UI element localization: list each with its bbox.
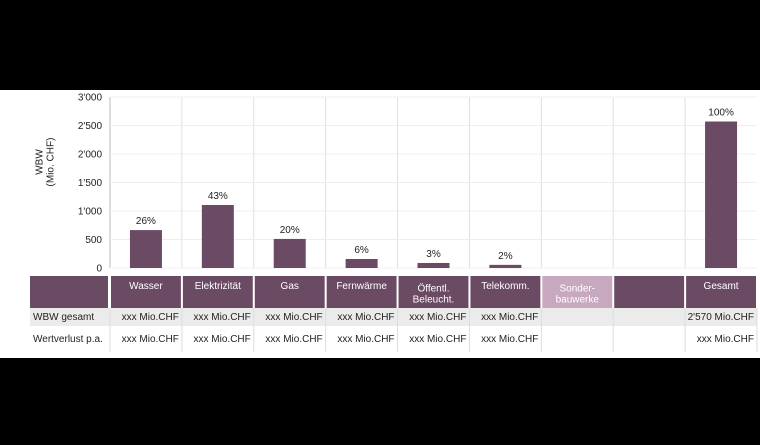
category-label: Gesamt: [704, 281, 739, 292]
y-tick-label: 1'500: [78, 178, 103, 189]
bar: [489, 264, 522, 268]
category-label: Gas: [281, 281, 299, 292]
table-cell: xxx Mio.CHF: [481, 334, 538, 345]
percent-label: 2%: [498, 251, 513, 262]
y-tick-label: 0: [96, 264, 102, 275]
bar: [705, 121, 738, 268]
table-cell: xxx Mio.CHF: [194, 334, 251, 345]
table-header-cell: [614, 276, 685, 308]
table-header-cell: [30, 276, 108, 308]
table-cell: xxx Mio.CHF: [697, 334, 754, 345]
table-header-cell: [182, 276, 253, 308]
category-label: Sonder-bauwerke: [556, 284, 600, 306]
percent-label: 6%: [354, 245, 369, 256]
table-cell: xxx Mio.CHF: [194, 312, 251, 323]
table-header-cell: [398, 276, 469, 308]
row-label: WBW gesamt: [33, 312, 94, 323]
y-tick-label: 2'500: [78, 121, 103, 132]
percent-label: 3%: [426, 249, 441, 260]
percent-label: 43%: [208, 191, 228, 202]
category-label: Telekomm.: [481, 281, 529, 292]
table-cell: xxx Mio.CHF: [481, 312, 538, 323]
table-cell: xxx Mio.CHF: [337, 312, 394, 323]
bar: [417, 262, 450, 268]
table-header-cell: [326, 276, 397, 308]
percent-label: 26%: [136, 216, 156, 227]
table-header-cell: [470, 276, 541, 308]
category-label: Fernwärme: [336, 281, 387, 292]
table-cell: 2'570 Mio.CHF: [688, 312, 754, 323]
bar: [201, 205, 234, 268]
table-cell: xxx Mio.CHF: [122, 334, 179, 345]
y-tick-label: 3'000: [78, 93, 103, 104]
table-cell: xxx Mio.CHF: [122, 312, 179, 323]
category-label: Öffentl. Beleucht.: [413, 283, 455, 306]
table-cell: xxx Mio.CHF: [265, 312, 322, 323]
table-row-bg: [30, 308, 757, 326]
y-axis-label: WBW(Mio. CHF): [35, 138, 57, 187]
table-cell: xxx Mio.CHF: [409, 334, 466, 345]
table-cell: xxx Mio.CHF: [409, 312, 466, 323]
category-label: Wasser: [129, 281, 163, 292]
table-header-cell: [111, 276, 181, 308]
category-label: Elektrizität: [195, 281, 241, 292]
row-label: Wertverlust p.a.: [33, 334, 103, 345]
table-header-cell: [686, 276, 756, 308]
table-cell: xxx Mio.CHF: [337, 334, 394, 345]
table-cell: xxx Mio.CHF: [265, 334, 322, 345]
table-header-cell: [542, 276, 613, 308]
percent-label: 100%: [708, 108, 734, 119]
table-header-cell: [254, 276, 325, 308]
y-tick-label: 1'000: [78, 207, 103, 218]
percent-label: 20%: [280, 225, 300, 236]
bar: [273, 238, 306, 268]
y-tick-label: 2'000: [78, 150, 103, 161]
bar: [129, 230, 162, 268]
y-tick-label: 500: [85, 235, 102, 246]
bar: [345, 258, 378, 268]
